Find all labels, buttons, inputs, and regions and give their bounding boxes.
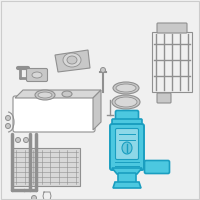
Ellipse shape — [63, 53, 81, 67]
Ellipse shape — [24, 138, 29, 142]
FancyBboxPatch shape — [112, 119, 142, 127]
Ellipse shape — [101, 68, 106, 72]
Ellipse shape — [6, 116, 10, 120]
Ellipse shape — [116, 84, 136, 92]
Ellipse shape — [112, 95, 140, 109]
Ellipse shape — [113, 82, 139, 94]
FancyBboxPatch shape — [13, 96, 95, 132]
Ellipse shape — [16, 138, 21, 142]
FancyBboxPatch shape — [116, 110, 138, 121]
FancyBboxPatch shape — [118, 173, 136, 183]
Ellipse shape — [122, 142, 132, 154]
Polygon shape — [93, 90, 101, 130]
Ellipse shape — [6, 123, 10, 129]
FancyBboxPatch shape — [116, 129, 138, 160]
Polygon shape — [15, 90, 101, 98]
Ellipse shape — [38, 92, 52, 98]
Ellipse shape — [32, 196, 36, 200]
Polygon shape — [55, 50, 90, 72]
Ellipse shape — [62, 91, 72, 97]
FancyBboxPatch shape — [157, 23, 187, 33]
Ellipse shape — [35, 90, 55, 100]
FancyBboxPatch shape — [157, 93, 171, 103]
FancyBboxPatch shape — [110, 124, 144, 170]
Ellipse shape — [67, 56, 77, 64]
Polygon shape — [112, 168, 142, 174]
FancyBboxPatch shape — [26, 68, 48, 82]
Polygon shape — [113, 182, 141, 188]
FancyBboxPatch shape — [144, 160, 170, 173]
Ellipse shape — [115, 97, 137, 107]
FancyBboxPatch shape — [12, 148, 80, 186]
Ellipse shape — [32, 72, 42, 78]
